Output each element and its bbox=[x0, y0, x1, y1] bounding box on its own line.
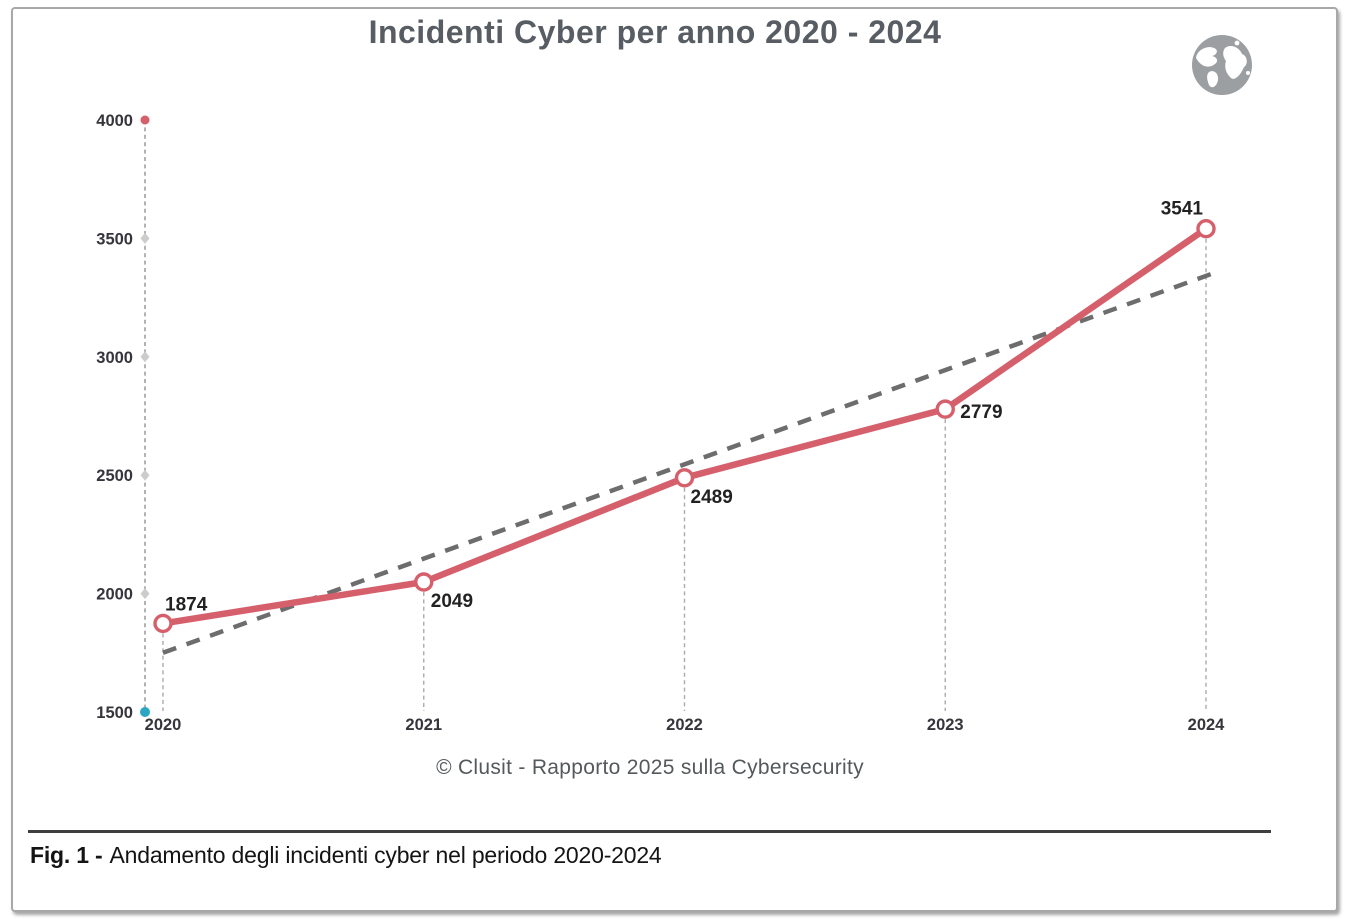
data-point-label: 2049 bbox=[431, 591, 473, 612]
y-axis: 1500 2000 2500 3000 3500 4000 bbox=[96, 112, 150, 722]
y-tick-label: 3500 bbox=[96, 230, 133, 248]
data-point-marker bbox=[935, 399, 955, 419]
y-tick-label: 2000 bbox=[96, 586, 133, 604]
y-tick-label: 2500 bbox=[96, 467, 133, 485]
figure-caption: Fig. 1 - Andamento degli incidenti cyber … bbox=[30, 842, 662, 869]
figure-caption-text: Andamento degli incidenti cyber nel peri… bbox=[109, 842, 662, 868]
y-tick-label: 3000 bbox=[96, 349, 133, 367]
page-title: Incidenti Cyber per anno 2020 - 2024 bbox=[368, 14, 942, 50]
x-axis-labels: 2020 2021 2022 2023 2024 bbox=[145, 716, 1226, 734]
data-point-marker bbox=[414, 572, 434, 592]
globe-icon bbox=[1192, 35, 1252, 95]
caption-divider bbox=[28, 830, 1271, 833]
figure-caption-prefix: Fig. 1 - bbox=[30, 842, 103, 868]
trend-line bbox=[162, 269, 1219, 655]
x-tick-label: 2020 bbox=[145, 716, 182, 734]
x-tick-label: 2023 bbox=[927, 716, 964, 734]
data-point-label: 3541 bbox=[1161, 199, 1204, 220]
data-point-marker bbox=[153, 613, 173, 634]
data-point-label: 2489 bbox=[691, 487, 733, 508]
data-point-marker bbox=[674, 468, 695, 488]
data-point-marker bbox=[1196, 218, 1216, 239]
x-tick-label: 2022 bbox=[666, 716, 703, 734]
source-caption: © Clusit - Rapporto 2025 sulla Cybersecu… bbox=[436, 756, 864, 779]
x-tick-label: 2024 bbox=[1188, 716, 1226, 734]
figure-border bbox=[11, 7, 1338, 912]
x-tick-label: 2021 bbox=[405, 716, 442, 734]
drop-lines bbox=[162, 238, 1207, 711]
data-points bbox=[153, 218, 1216, 634]
data-point-label: 1874 bbox=[165, 594, 208, 615]
data-point-label: 2779 bbox=[960, 402, 1002, 423]
y-tick-label: 4000 bbox=[96, 112, 133, 130]
y-tick-label: 1500 bbox=[96, 704, 133, 722]
data-labels: 1874 2049 2489 2779 3541 bbox=[165, 199, 1203, 616]
